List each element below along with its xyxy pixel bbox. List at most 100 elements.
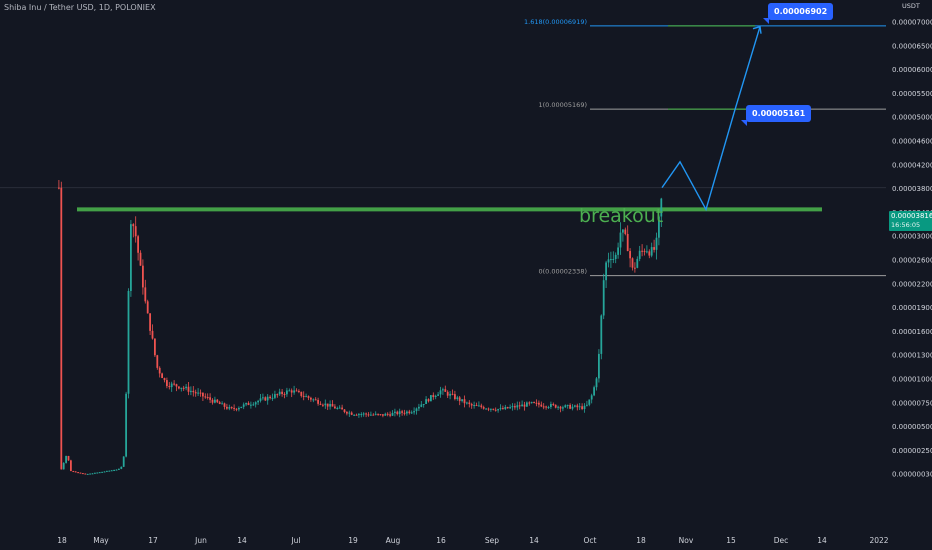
candle-body: [631, 258, 634, 268]
candle-body: [180, 387, 183, 389]
candle-body: [545, 406, 547, 408]
candle-body: [199, 392, 202, 394]
candle-body: [355, 414, 358, 416]
candle-body: [634, 267, 636, 269]
candle-body: [240, 406, 243, 408]
candle-body: [427, 399, 430, 402]
candle-body: [305, 396, 307, 398]
candle-body: [182, 387, 185, 389]
candle-body: [259, 398, 262, 401]
candle-body: [458, 397, 461, 402]
candle-body: [324, 403, 327, 406]
y-tick-label: 0.00004200: [892, 161, 932, 169]
candle-body: [235, 408, 238, 410]
candle-body: [401, 411, 403, 413]
candle-body: [358, 414, 360, 416]
candle-body: [614, 254, 617, 260]
candle-body: [197, 392, 199, 394]
y-tick-label: 0.00007000: [892, 19, 932, 27]
candle-body: [214, 399, 216, 403]
candle-body: [276, 394, 279, 396]
candle-body: [322, 404, 324, 406]
candle-body: [374, 413, 377, 415]
candle-body: [396, 411, 399, 415]
candle-body: [391, 412, 394, 416]
candle-body: [590, 395, 593, 400]
candle-body: [278, 391, 281, 395]
candle-body: [288, 390, 291, 392]
candle-body: [542, 406, 545, 408]
candle-body: [82, 473, 84, 475]
candle-body: [612, 259, 615, 261]
candle-body: [91, 473, 94, 475]
candle-body: [521, 404, 523, 407]
candle-body: [94, 472, 96, 474]
candle-body: [430, 395, 432, 402]
candle-body: [516, 405, 519, 408]
candle-body: [122, 456, 125, 467]
candle-body: [528, 402, 531, 404]
candle-body: [610, 259, 612, 261]
y-tick-label: 0.00001900: [892, 304, 932, 312]
candle-body: [518, 405, 521, 407]
candle-body: [266, 396, 269, 401]
candle-body: [314, 399, 317, 401]
x-tick-label: Oct: [584, 536, 597, 545]
x-tick-label: 19: [348, 536, 358, 545]
candle-body: [456, 397, 459, 400]
candle-body: [511, 406, 514, 408]
candle-body: [425, 399, 427, 405]
candle-body: [218, 402, 221, 405]
x-tick-label: 14: [817, 536, 827, 545]
x-tick-label: 17: [148, 536, 158, 545]
candle-body: [204, 396, 207, 398]
candle-body: [158, 367, 161, 374]
candle-body: [394, 411, 396, 413]
candle-body: [643, 250, 646, 252]
projection-path: [661, 25, 762, 212]
candle-body: [502, 408, 504, 410]
candle-body: [130, 224, 132, 291]
y-tick-label: 0.00000500: [892, 423, 932, 431]
candle-body: [74, 471, 77, 473]
candle-body: [487, 408, 490, 410]
candle-body: [348, 412, 351, 414]
candle-body: [418, 406, 420, 409]
y-tick-label: 0.00001600: [892, 328, 932, 336]
candle-body: [485, 408, 487, 410]
candle-body: [379, 414, 382, 416]
fib-label: 1.618(0.00006919): [524, 18, 587, 26]
candle-body: [156, 355, 159, 368]
candle-body: [432, 395, 435, 398]
x-tick-label: 18: [636, 536, 646, 545]
candle-body: [478, 405, 480, 407]
candle-body: [242, 404, 245, 407]
candle-body: [370, 414, 372, 416]
projection-arrowhead: [752, 25, 762, 34]
candle-body: [271, 397, 274, 399]
candle-body: [120, 466, 123, 469]
candle-body: [302, 395, 305, 397]
candle-body: [206, 397, 209, 399]
candle-body: [362, 413, 365, 415]
candle-body: [154, 338, 156, 356]
price-badge: 0.00003816 16:56:05: [889, 211, 932, 231]
candle-body: [101, 471, 103, 473]
candle-body: [398, 411, 401, 415]
candle-body: [185, 386, 187, 389]
candle-body: [562, 407, 564, 409]
candle-body: [298, 390, 300, 392]
candle-body: [115, 469, 118, 471]
candle-body: [142, 265, 144, 288]
candle-body: [326, 403, 329, 407]
candle-body: [605, 262, 607, 281]
candle-body: [86, 473, 89, 475]
candle-body: [338, 407, 341, 409]
candle-body: [552, 404, 555, 406]
candle-body: [646, 251, 648, 253]
candle-body: [300, 391, 303, 396]
x-axis-labels: 18 May 17 Jun 14 Jul 19 Aug 16 Sep 14 Oct 18 Nov 15 Dec…: [57, 536, 889, 545]
candle-body: [624, 229, 627, 234]
y-tick-label: 0.00001300: [892, 352, 932, 360]
